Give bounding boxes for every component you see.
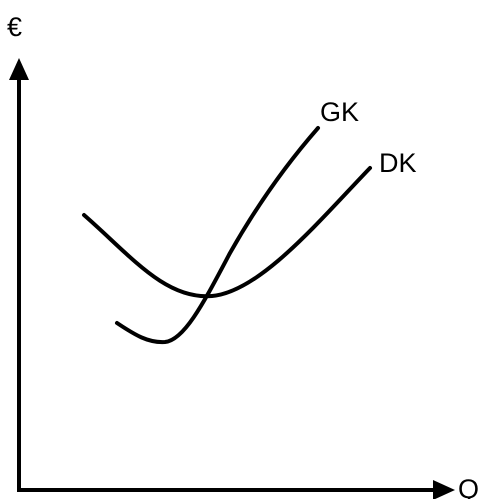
dk-curve [82,166,372,299]
x-axis-arrowhead [433,480,455,499]
gk-curve [115,126,320,345]
y-axis-label: € [7,12,22,42]
dk-curve-label: DK [379,148,417,178]
y-axis-arrowhead [9,58,29,80]
x-axis-label: Q [458,474,479,499]
gk-curve-label: GK [320,97,359,127]
